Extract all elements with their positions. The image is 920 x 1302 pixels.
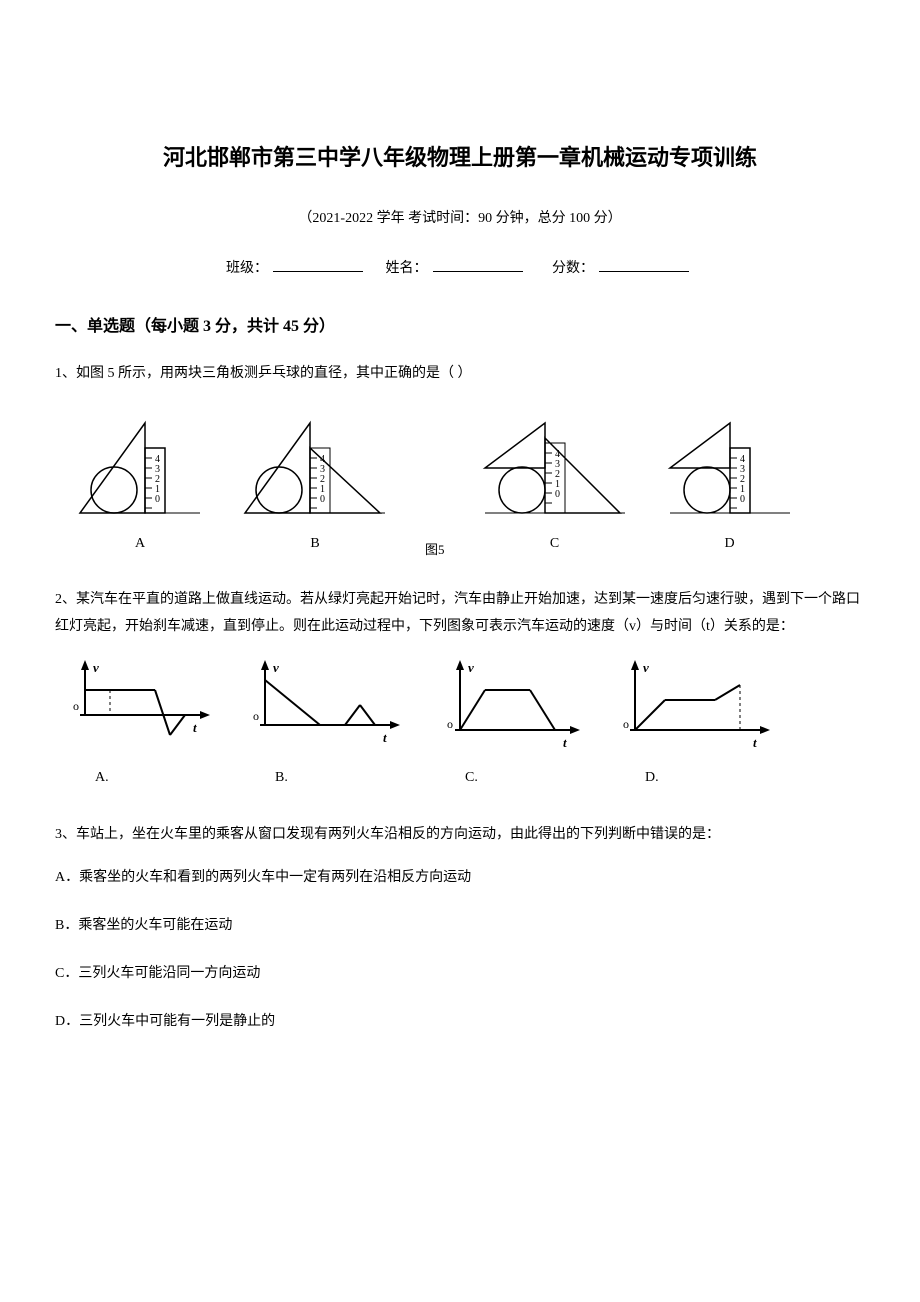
- svg-text:v: v: [93, 660, 99, 675]
- svg-text:o: o: [623, 717, 629, 731]
- q2-label-a: A.: [95, 765, 109, 792]
- subtitle: （2021-2022 学年 考试时间：90 分钟，总分 100 分）: [55, 207, 865, 227]
- q3-option-b: B．乘客坐的火车可能在运动: [55, 912, 865, 940]
- q1-option-d: 4 3 2 1 0 D: [665, 408, 795, 558]
- svg-text:o: o: [253, 709, 259, 723]
- page-title: 河北邯郸市第三中学八年级物理上册第一章机械运动专项训练: [55, 140, 865, 172]
- q2-figure-container: v o t A. v o: [55, 660, 865, 792]
- name-label: 姓名：: [386, 261, 428, 276]
- q2-label-b: B.: [275, 765, 288, 792]
- question-2: 2、某汽车在平直的道路上做直线运动。若从绿灯亮起开始记时，汽车由静止开始加速，达…: [55, 587, 865, 792]
- svg-text:t: t: [193, 720, 197, 735]
- q1-label-b: B: [310, 531, 319, 558]
- q2-option-d: v o t D.: [615, 660, 775, 792]
- svg-text:0: 0: [555, 489, 560, 500]
- svg-text:t: t: [753, 735, 757, 750]
- q1-label-c: C: [550, 531, 559, 558]
- q2-option-a: v o t A.: [65, 660, 215, 792]
- svg-text:0: 0: [740, 494, 745, 505]
- q1-mid-label: 图5: [425, 538, 445, 563]
- q1-label-d: D: [724, 531, 734, 558]
- question-3: 3、车站上，坐在火车里的乘客从窗口发现有两列火车沿相反的方向运动，由此得出的下列…: [55, 822, 865, 1036]
- q2-text: 2、某汽车在平直的道路上做直线运动。若从绿灯亮起开始记时，汽车由静止开始加速，达…: [55, 587, 865, 640]
- section-header: 一、单选题（每小题 3 分，共计 45 分）: [55, 312, 865, 336]
- q3-option-d: D．三列火车中可能有一列是静止的: [55, 1008, 865, 1036]
- q3-option-a: A．乘客坐的火车和看到的两列火车中一定有两列在沿相反方向运动: [55, 864, 865, 892]
- svg-text:v: v: [468, 660, 474, 675]
- score-label: 分数：: [552, 261, 594, 276]
- svg-text:o: o: [447, 717, 453, 731]
- svg-text:v: v: [273, 660, 279, 675]
- svg-text:t: t: [383, 730, 387, 745]
- q1-label-a: A: [135, 531, 145, 558]
- svg-text:t: t: [563, 735, 567, 750]
- q1-text: 1、如图 5 所示，用两块三角板测乒乓球的直径，其中正确的是（ ）: [55, 361, 865, 388]
- q1-option-c: 4 3 2 1 0 C: [480, 408, 630, 558]
- q2-option-b: v o t B.: [245, 660, 405, 792]
- info-line: 班级： 姓名： 分数：: [55, 257, 865, 277]
- question-1: 1、如图 5 所示，用两块三角板测乒乓球的直径，其中正确的是（ ） 4: [55, 361, 865, 557]
- q1-option-a: 4 3 2 1 0 A: [75, 408, 205, 558]
- svg-text:o: o: [73, 699, 79, 713]
- q1-figure-container: 4 3 2 1 0 A: [55, 408, 865, 558]
- svg-text:v: v: [643, 660, 649, 675]
- svg-text:0: 0: [320, 494, 325, 505]
- score-blank: [599, 271, 689, 272]
- q2-label-c: C.: [465, 765, 478, 792]
- q1-option-b: 4 3 2 1 0 B: [240, 408, 390, 558]
- class-blank: [273, 271, 363, 272]
- q2-label-d: D.: [645, 765, 659, 792]
- class-label: 班级：: [226, 261, 268, 276]
- q3-option-c: C．三列火车可能沿同一方向运动: [55, 960, 865, 988]
- name-blank: [433, 271, 523, 272]
- svg-text:0: 0: [155, 494, 160, 505]
- q2-option-c: v o t C.: [435, 660, 585, 792]
- q3-text: 3、车站上，坐在火车里的乘客从窗口发现有两列火车沿相反的方向运动，由此得出的下列…: [55, 822, 865, 849]
